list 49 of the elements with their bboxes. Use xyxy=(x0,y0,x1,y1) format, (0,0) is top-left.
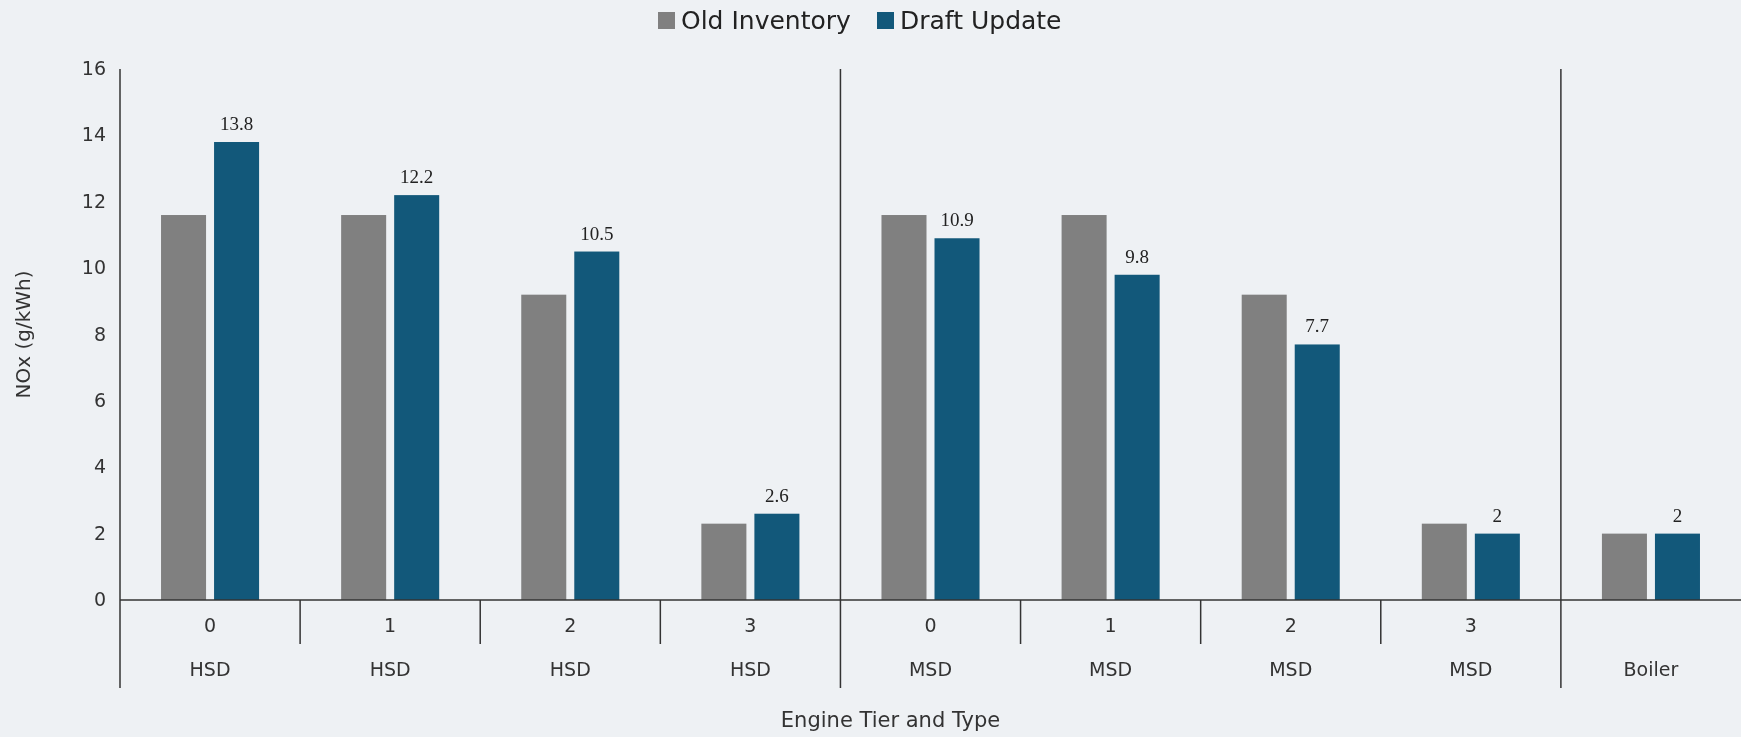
data-label: 13.8 xyxy=(219,113,254,135)
bar xyxy=(394,195,440,600)
bar xyxy=(521,294,567,600)
x-tick-label: 1 MSD xyxy=(1089,614,1133,680)
legend-label: Old Inventory xyxy=(681,6,852,35)
y-tick-label: 8 xyxy=(93,322,106,345)
bar xyxy=(1654,533,1700,600)
bar xyxy=(1421,523,1467,600)
bar xyxy=(1241,294,1287,600)
y-tick-label: 4 xyxy=(93,455,106,478)
y-tick-label: 10 xyxy=(81,256,106,279)
y-tick-label: 16 xyxy=(81,57,106,79)
y-tick-label: 0 xyxy=(93,588,106,610)
data-label: 2.6 xyxy=(765,484,789,506)
x-tick-label: 1 HSD xyxy=(369,614,411,680)
data-label: 10.5 xyxy=(580,222,614,244)
bar xyxy=(701,523,747,600)
y-tick-label: 6 xyxy=(93,388,106,411)
data-label: 7.7 xyxy=(1305,315,1330,337)
x-tick-label: 3 HSD xyxy=(729,614,771,680)
x-axis-title: Engine Tier and Type xyxy=(780,708,1001,732)
data-label: 12.2 xyxy=(400,166,434,188)
x-tick-label: 3 MSD xyxy=(1449,614,1493,680)
data-label: 2 xyxy=(1672,504,1683,526)
x-tick-label: 2 HSD xyxy=(549,614,591,680)
bar xyxy=(1601,533,1647,600)
x-tick-label: Boiler xyxy=(1623,658,1679,680)
data-label: 2 xyxy=(1492,504,1503,526)
bar xyxy=(1294,344,1340,600)
y-tick-label: 14 xyxy=(81,123,106,146)
x-tick-label: 0 HSD xyxy=(189,614,231,680)
bar xyxy=(574,251,620,600)
bar xyxy=(1114,274,1160,600)
y-axis-title: NOx (g/kWh) xyxy=(11,270,35,399)
y-tick-label: 12 xyxy=(81,189,106,212)
bar xyxy=(934,238,980,600)
legend-label: Draft Update xyxy=(900,6,1062,35)
x-tick-label: 2 MSD xyxy=(1269,614,1313,680)
data-label: 10.9 xyxy=(940,209,974,231)
x-tick-label: 0 MSD xyxy=(908,614,953,680)
bar xyxy=(161,215,207,600)
bar xyxy=(754,513,800,600)
bar xyxy=(214,142,260,600)
bar xyxy=(1474,533,1520,600)
data-label: 9.8 xyxy=(1125,245,1149,267)
bar xyxy=(881,215,927,600)
y-tick-label: 2 xyxy=(93,521,106,544)
bar xyxy=(1061,215,1107,600)
bar xyxy=(341,215,387,600)
